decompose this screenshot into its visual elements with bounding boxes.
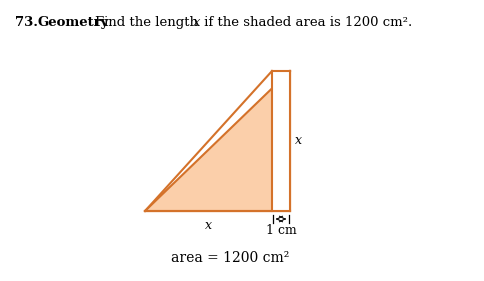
Text: Find the length: Find the length: [95, 16, 202, 29]
Text: area = 1200 cm²: area = 1200 cm²: [170, 251, 288, 265]
Polygon shape: [272, 71, 289, 211]
Text: if the shaded area is 1200 cm².: if the shaded area is 1200 cm².: [199, 16, 411, 29]
Text: 1 cm: 1 cm: [265, 224, 296, 237]
Text: x: x: [294, 135, 302, 148]
Polygon shape: [145, 71, 289, 211]
Text: x: x: [193, 16, 200, 29]
Text: x: x: [205, 219, 212, 232]
Text: 73.: 73.: [15, 16, 38, 29]
Text: Geometry: Geometry: [38, 16, 109, 29]
